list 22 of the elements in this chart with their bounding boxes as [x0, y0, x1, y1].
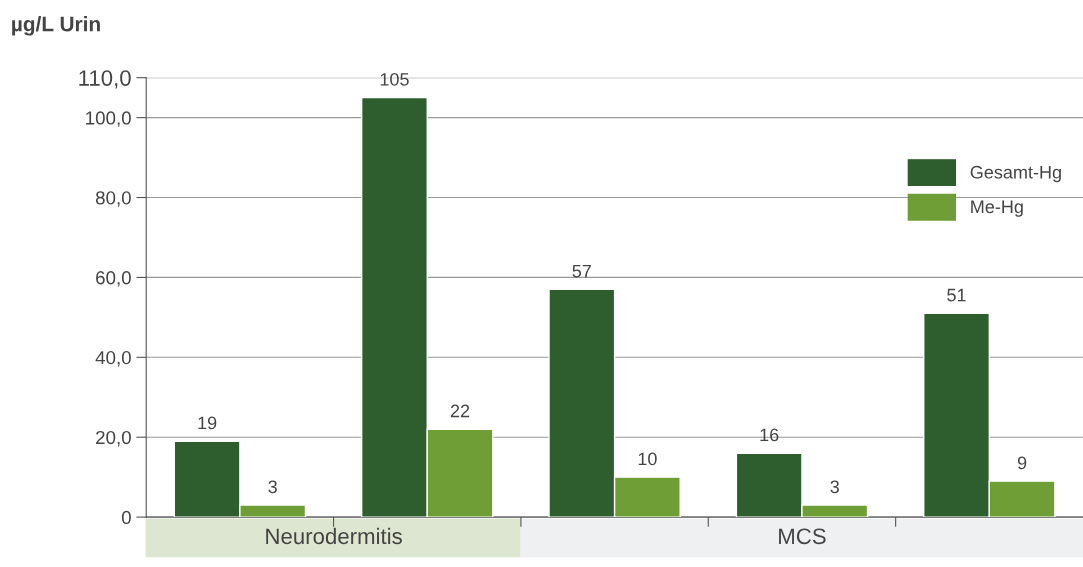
data-label: 51 [947, 288, 966, 302]
data-label: 16 [760, 428, 779, 442]
y-tick-label: 60,0 [96, 271, 131, 287]
text: Neurodermitis [266, 527, 402, 545]
data-label: 10 [638, 452, 657, 466]
y-tick-label: 100,0 [86, 111, 131, 127]
y-axis-title: µg/L Urin [12, 16, 100, 36]
data-label: 9 [1017, 456, 1027, 470]
data-label: 3 [830, 480, 839, 494]
y-tick-label: 110,0 [79, 70, 131, 89]
data-label: 22 [450, 404, 470, 418]
data-label: 3 [268, 480, 277, 494]
y-tick-label: 80,0 [95, 191, 131, 207]
data-label: 57 [572, 264, 591, 278]
y-tick-label: 40,0 [95, 351, 131, 367]
y-tick-label: 20,0 [96, 430, 131, 447]
y-tick-label: 0 [121, 510, 131, 525]
data-label: 105 [380, 72, 409, 86]
legend-label: Gesamt-Hg [970, 165, 1061, 183]
legend-label: Me-Hg [971, 200, 1023, 217]
data-label: 19 [198, 416, 217, 430]
text: MCS [779, 528, 826, 545]
